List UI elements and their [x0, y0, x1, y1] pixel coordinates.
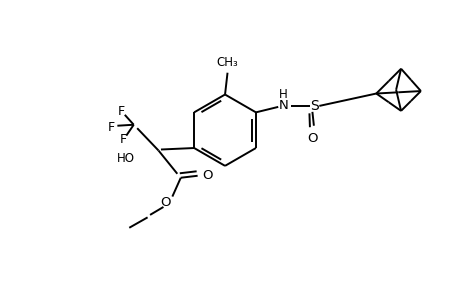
Text: F: F: [119, 133, 126, 146]
Text: O: O: [202, 169, 213, 182]
Text: F: F: [107, 121, 115, 134]
Text: O: O: [307, 132, 318, 145]
Text: CH₃: CH₃: [216, 56, 238, 69]
Text: H: H: [279, 88, 287, 101]
Text: O: O: [160, 196, 170, 208]
Text: HO: HO: [117, 152, 134, 165]
Text: N: N: [278, 99, 288, 112]
Text: F: F: [118, 105, 125, 118]
Text: S: S: [309, 99, 318, 113]
